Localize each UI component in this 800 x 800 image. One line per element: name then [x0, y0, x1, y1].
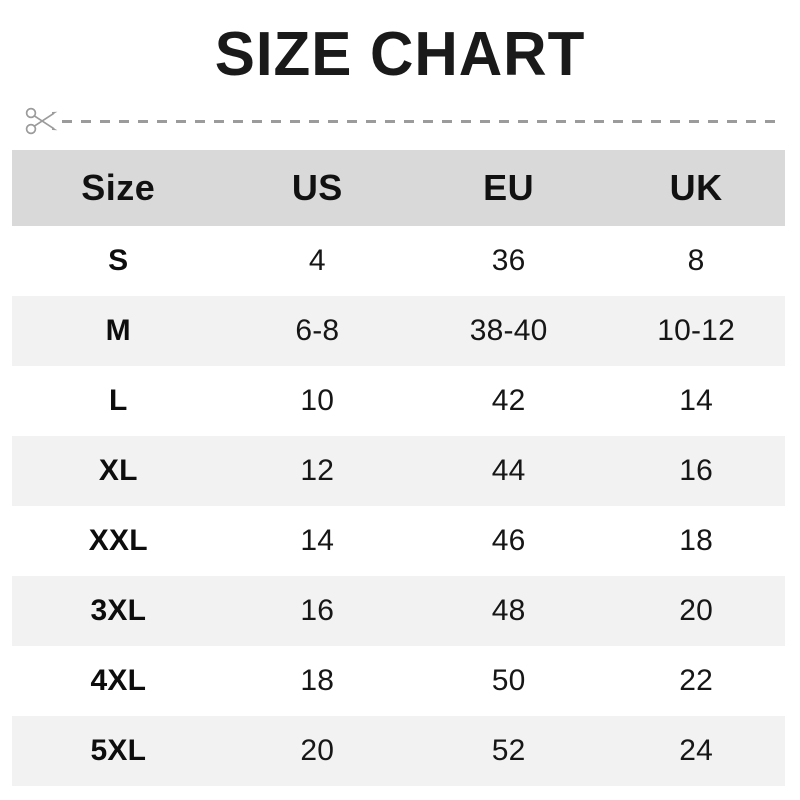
cell-uk: 18	[679, 524, 713, 557]
column-header-uk: UK	[669, 167, 723, 208]
dashed-cut-line	[62, 120, 780, 123]
cell-eu: 50	[491, 664, 526, 697]
table-row: 5XL 20 52 24	[12, 716, 785, 786]
cell-eu: 46	[491, 524, 526, 557]
cell-eu: 42	[491, 384, 526, 417]
cell-size: 5XL	[90, 734, 147, 767]
column-header-size: Size	[81, 167, 156, 208]
cell-us: 4	[308, 244, 326, 277]
cell-uk: 8	[687, 244, 705, 277]
cell-eu: 38-40	[469, 314, 548, 347]
cell-uk: 22	[679, 664, 713, 697]
cell-us: 20	[300, 734, 335, 767]
cell-us: 6-8	[295, 314, 340, 347]
page-title-container: SIZE CHART	[0, 22, 800, 88]
table-body: S 4 36 8 M 6-8 38-40 10-12 L 10 42 14 XL…	[12, 226, 785, 786]
cell-size: M	[105, 314, 131, 347]
cell-eu: 52	[491, 734, 526, 767]
scissors-icon	[25, 107, 58, 135]
column-header-us: US	[291, 167, 343, 208]
cell-uk: 24	[679, 734, 713, 767]
cell-uk: 20	[679, 594, 713, 627]
table-header: Size US EU UK	[12, 150, 785, 226]
cell-eu: 44	[491, 454, 526, 487]
table-row: S 4 36 8	[12, 226, 785, 296]
cut-here-line	[22, 103, 782, 139]
cell-us: 12	[300, 454, 335, 487]
table-row: 4XL 18 50 22	[12, 646, 785, 716]
cell-size: XXL	[88, 524, 148, 557]
cell-size: 3XL	[90, 594, 147, 627]
cell-us: 16	[300, 594, 335, 627]
cell-size: S	[108, 244, 129, 277]
cell-eu: 36	[491, 244, 526, 277]
cell-us: 14	[300, 524, 335, 557]
cell-uk: 14	[679, 384, 713, 417]
column-header-eu: EU	[483, 167, 535, 208]
size-chart-table: Size US EU UK S 4 36 8 M 6-8 38-40 10-12…	[12, 150, 785, 786]
cell-us: 18	[300, 664, 335, 697]
table-header-row: Size US EU UK	[12, 150, 785, 226]
cell-size: L	[109, 384, 128, 417]
cell-eu: 48	[491, 594, 526, 627]
cell-uk: 16	[679, 454, 713, 487]
table-row: XXL 14 46 18	[12, 506, 785, 576]
page-title: SIZE CHART	[214, 20, 586, 89]
table-row: XL 12 44 16	[12, 436, 785, 506]
cell-size: 4XL	[90, 664, 147, 697]
cell-us: 10	[300, 384, 335, 417]
cell-size: XL	[98, 454, 138, 487]
cell-uk: 10-12	[657, 314, 735, 347]
table-row: M 6-8 38-40 10-12	[12, 296, 785, 366]
table-row: L 10 42 14	[12, 366, 785, 436]
table-row: 3XL 16 48 20	[12, 576, 785, 646]
